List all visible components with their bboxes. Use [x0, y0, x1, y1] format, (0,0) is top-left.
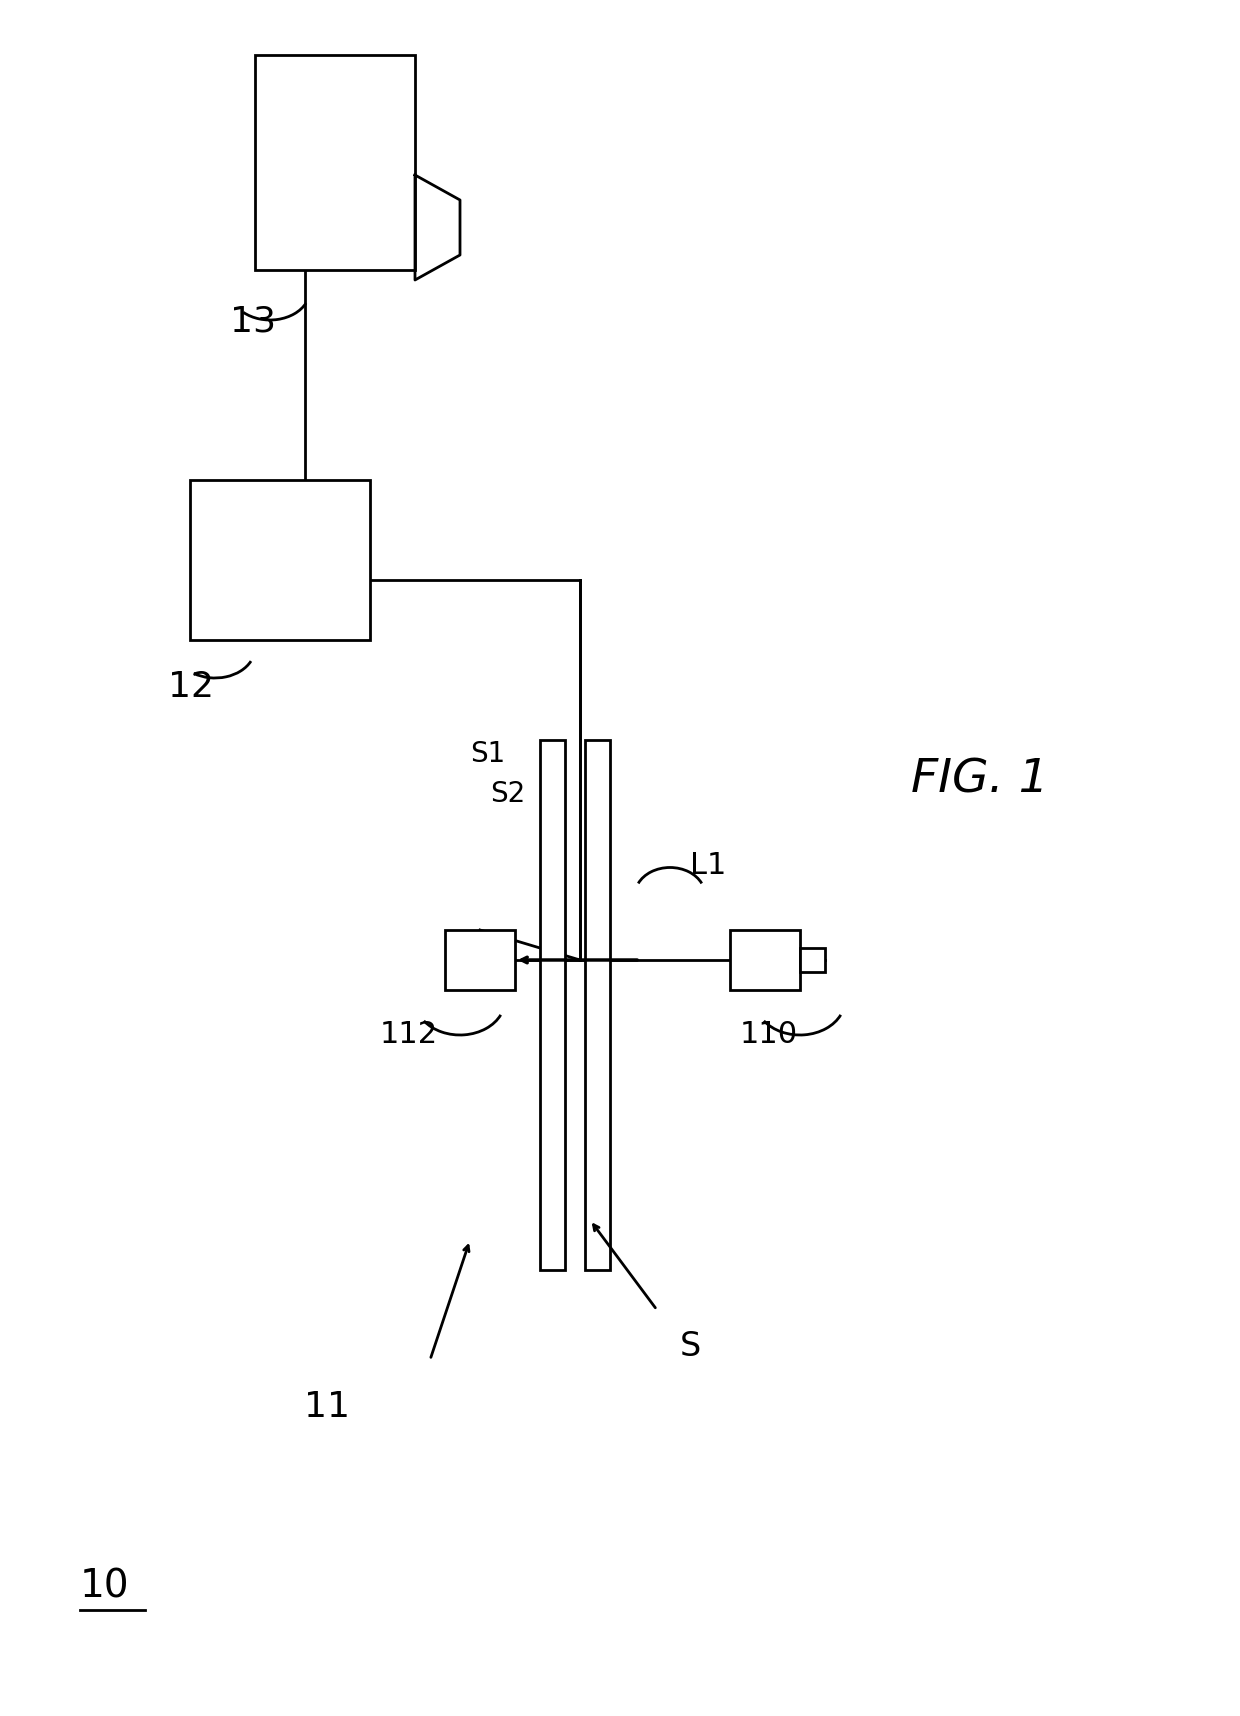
Bar [445, 930, 515, 990]
Text: 112: 112 [379, 1019, 438, 1048]
Bar [730, 930, 800, 990]
Bar [585, 740, 610, 1270]
Bar [255, 55, 415, 269]
Bar [800, 947, 825, 971]
Text: 12: 12 [167, 669, 215, 704]
Text: S: S [680, 1330, 702, 1363]
Text: 13: 13 [229, 305, 277, 340]
Text: L1: L1 [689, 851, 727, 880]
Text: 110: 110 [740, 1019, 799, 1048]
Text: FIG. 1: FIG. 1 [911, 757, 1049, 803]
Text: S1: S1 [470, 740, 505, 769]
Text: S2: S2 [490, 781, 525, 808]
Bar [190, 480, 370, 640]
Text: 11: 11 [304, 1390, 350, 1424]
Text: 10: 10 [81, 1567, 130, 1604]
Bar [539, 740, 565, 1270]
